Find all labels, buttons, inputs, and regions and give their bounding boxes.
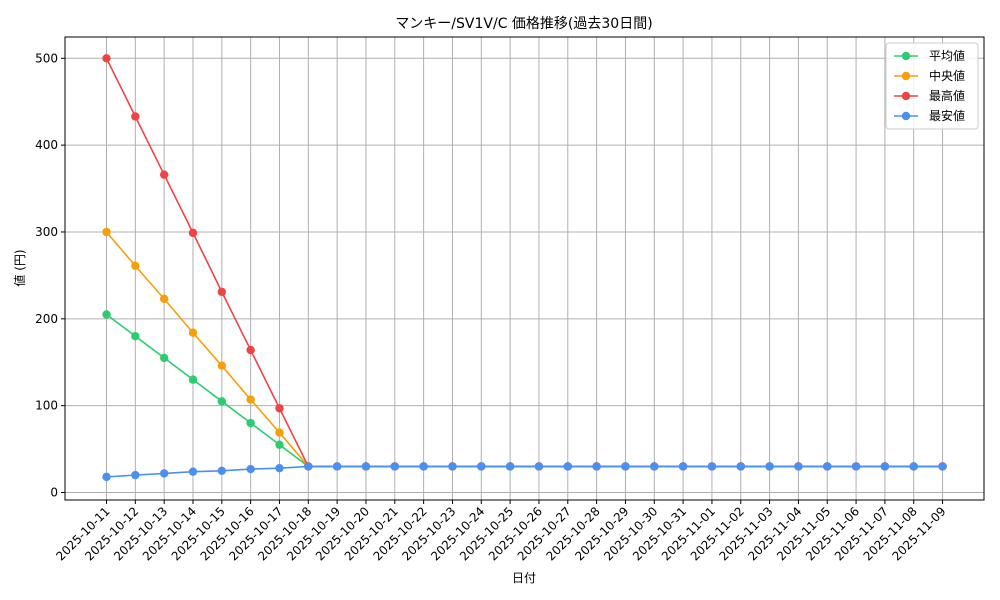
data-point (275, 404, 284, 413)
data-point (246, 418, 255, 428)
plot-frame (64, 36, 985, 501)
series-line (106, 465, 943, 478)
legend-label: 最高値 (929, 88, 965, 103)
legend-marker (901, 51, 911, 61)
data-point (246, 464, 255, 474)
data-point (217, 287, 227, 297)
legend-label: 最安値 (929, 108, 965, 123)
legend-box (885, 42, 979, 130)
data-point (909, 462, 918, 471)
data-point (188, 467, 198, 476)
x-axis-title: 日付 (512, 571, 536, 585)
x-axis: 2025-10-112025-10-122025-10-132025-10-14… (53, 500, 949, 563)
series-layer (102, 54, 947, 482)
legend-item: 平均値 (894, 48, 965, 63)
y-tick-label: 300 (35, 225, 58, 239)
chart-title: マンキー/SV1V/C 価格推移(過去30日間) (395, 16, 652, 32)
data-point (131, 331, 140, 341)
data-point (736, 462, 745, 471)
data-point (159, 294, 169, 304)
legend-marker (901, 111, 911, 121)
data-point (477, 462, 486, 471)
legend-marker (901, 71, 911, 81)
data-point (390, 462, 399, 471)
y-tick-label: 100 (35, 399, 58, 413)
data-point (131, 112, 140, 121)
data-point (188, 375, 198, 384)
data-point (217, 361, 227, 370)
data-point (131, 261, 140, 271)
series-line (106, 313, 943, 468)
y-axis-title: 値 (円) (12, 249, 27, 286)
data-point (794, 462, 803, 471)
data-point (361, 462, 371, 471)
y-axis: 0 100 200 300 400 500 (35, 51, 65, 500)
data-point (938, 462, 947, 471)
data-point (880, 462, 890, 471)
series-0 (102, 310, 947, 471)
y-tick-label: 0 (50, 486, 58, 500)
data-point (534, 462, 544, 471)
data-point (275, 463, 284, 473)
legend-item: 中央値 (894, 68, 965, 83)
series-line (105, 231, 943, 468)
data-point (419, 462, 428, 471)
legend-label: 平均値 (929, 48, 965, 63)
series-3 (102, 462, 947, 482)
series-2 (102, 54, 947, 471)
legend-item: 最高値 (894, 88, 965, 103)
data-point (765, 462, 774, 471)
y-tick-label: 400 (35, 138, 58, 152)
data-point (448, 462, 457, 471)
data-point (159, 170, 169, 179)
data-point (246, 345, 255, 355)
data-point (102, 310, 111, 319)
legend-item: 最安値 (894, 108, 965, 123)
data-point (188, 328, 198, 337)
data-point (707, 462, 717, 471)
data-point (621, 462, 630, 471)
data-point (102, 54, 111, 63)
data-point (563, 462, 572, 471)
data-point (102, 472, 111, 482)
legend-marker (901, 91, 911, 101)
data-point (246, 395, 255, 404)
series-1 (102, 227, 947, 471)
data-point (131, 470, 140, 480)
y-tick-label: 500 (35, 51, 58, 65)
data-point (275, 428, 284, 437)
data-point (217, 397, 227, 406)
data-point (823, 462, 832, 471)
data-point (159, 469, 169, 478)
data-point (188, 228, 198, 238)
data-point (650, 462, 659, 471)
data-point (304, 462, 313, 471)
data-point (678, 462, 688, 471)
data-point (217, 466, 227, 475)
data-point (332, 462, 342, 471)
data-point (851, 462, 861, 471)
y-tick-label: 200 (35, 312, 58, 326)
data-point (592, 462, 601, 471)
legend-label: 中央値 (929, 68, 965, 83)
grid (65, 37, 984, 500)
data-point (102, 227, 111, 237)
data-point (505, 462, 515, 471)
data-point (159, 353, 169, 363)
data-point (275, 440, 284, 449)
